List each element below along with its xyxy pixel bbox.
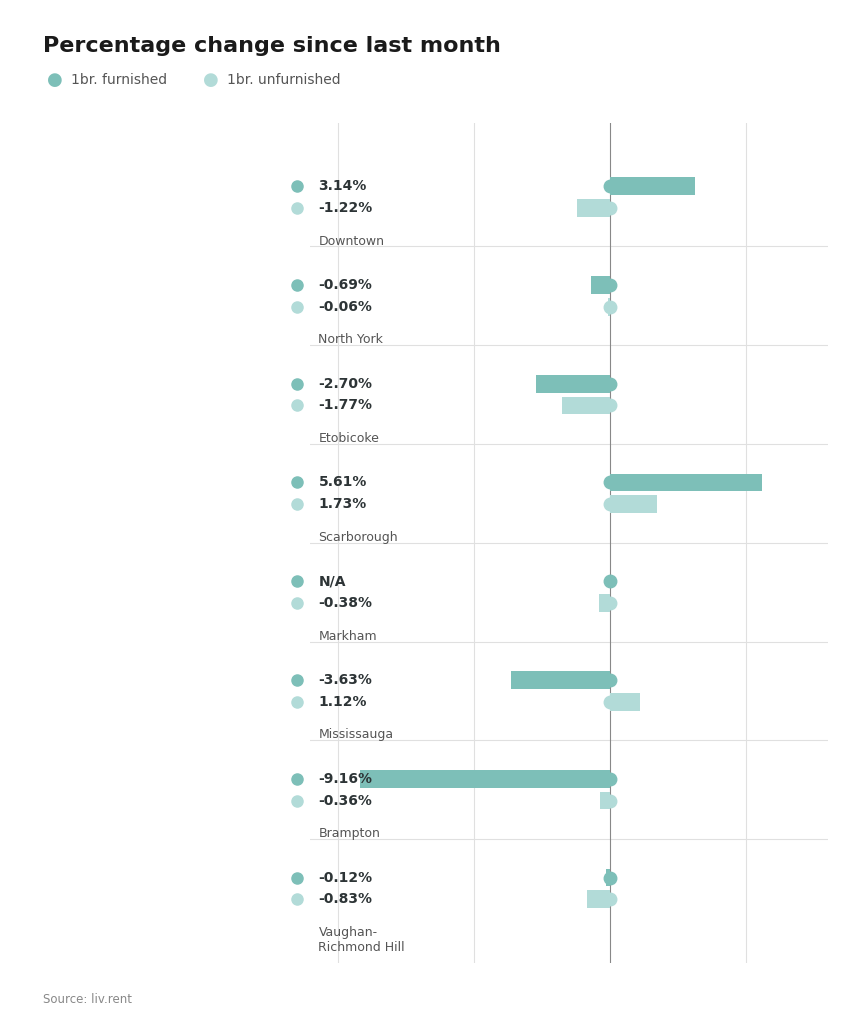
- Text: Downtown: Downtown: [318, 234, 384, 248]
- Bar: [598, 594, 609, 612]
- Text: Etobicoke: Etobicoke: [318, 432, 379, 445]
- Text: 1br. furnished: 1br. furnished: [71, 73, 167, 87]
- Text: -1.77%: -1.77%: [318, 398, 372, 413]
- Text: N/A: N/A: [318, 574, 345, 588]
- Bar: [576, 199, 609, 217]
- Bar: [609, 693, 640, 711]
- Text: 3.14%: 3.14%: [318, 179, 367, 194]
- Text: ●: ●: [46, 71, 62, 89]
- Text: -9.16%: -9.16%: [318, 772, 372, 785]
- Text: Mississauga: Mississauga: [318, 728, 393, 741]
- Bar: [536, 375, 609, 392]
- Text: ●: ●: [202, 71, 218, 89]
- Bar: [609, 177, 695, 195]
- Text: -0.06%: -0.06%: [318, 300, 372, 313]
- Text: Source: liv.rent: Source: liv.rent: [43, 992, 132, 1006]
- Bar: [609, 473, 762, 492]
- Bar: [591, 276, 609, 294]
- Text: Markham: Markham: [318, 630, 376, 643]
- Text: 1.73%: 1.73%: [318, 498, 366, 511]
- Bar: [606, 868, 609, 887]
- Bar: [511, 671, 609, 689]
- Bar: [599, 792, 609, 809]
- Text: 1br. unfurnished: 1br. unfurnished: [226, 73, 340, 87]
- Text: Percentage change since last month: Percentage change since last month: [43, 36, 500, 56]
- Text: -2.70%: -2.70%: [318, 377, 372, 391]
- Text: -0.38%: -0.38%: [318, 596, 372, 610]
- Text: North York: North York: [318, 333, 383, 346]
- Text: Brampton: Brampton: [318, 827, 380, 841]
- Bar: [360, 770, 609, 787]
- Text: -0.69%: -0.69%: [318, 278, 372, 292]
- Bar: [561, 396, 609, 415]
- Text: 5.61%: 5.61%: [318, 475, 367, 489]
- Text: -0.36%: -0.36%: [318, 794, 372, 808]
- Bar: [607, 298, 609, 315]
- Text: -3.63%: -3.63%: [318, 673, 372, 687]
- Text: -0.12%: -0.12%: [318, 870, 372, 885]
- Text: 1.12%: 1.12%: [318, 694, 367, 709]
- Bar: [609, 496, 656, 513]
- Text: -0.83%: -0.83%: [318, 892, 372, 906]
- Bar: [586, 891, 609, 908]
- Text: Scarborough: Scarborough: [318, 530, 398, 544]
- Text: -1.22%: -1.22%: [318, 201, 372, 215]
- Text: Vaughan-
Richmond Hill: Vaughan- Richmond Hill: [318, 926, 405, 954]
